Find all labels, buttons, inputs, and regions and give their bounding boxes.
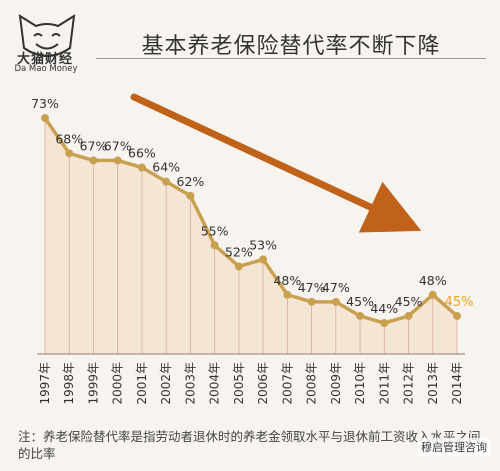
data-label: 45% bbox=[346, 294, 374, 309]
footnote: 注：养老保险替代率是指劳动者退休时的养老金领取水平与退休前工资收入水平之间的比率 bbox=[18, 429, 481, 461]
data-label: 67% bbox=[104, 138, 132, 153]
data-label: 53% bbox=[249, 237, 277, 252]
x-tick-label: 2006年 bbox=[256, 362, 270, 405]
data-label: 67% bbox=[80, 138, 108, 153]
x-tick-label: 2003年 bbox=[183, 362, 197, 405]
data-point bbox=[331, 297, 340, 306]
data-label: 64% bbox=[152, 160, 180, 175]
x-tick-label: 1999年 bbox=[86, 362, 100, 405]
data-point bbox=[210, 241, 219, 250]
logo-name-en: Da Mao Money bbox=[14, 64, 78, 74]
data-point bbox=[113, 156, 122, 165]
x-tick-label: 2012年 bbox=[402, 362, 416, 405]
x-tick-label: 2009年 bbox=[329, 362, 343, 405]
logo-name-cn: 大猫财经 bbox=[16, 52, 73, 67]
x-tick-label: 2001年 bbox=[135, 362, 149, 405]
x-tick-label: 2014年 bbox=[450, 362, 464, 405]
chart-title: 基本养老保险替代率不断下降 bbox=[141, 34, 441, 59]
data-point bbox=[453, 311, 461, 320]
data-label: 68% bbox=[55, 131, 83, 146]
x-tick-label: 1998年 bbox=[62, 362, 76, 405]
data-label: 44% bbox=[370, 301, 398, 316]
x-tick-label: 2007年 bbox=[280, 362, 294, 405]
data-point bbox=[428, 290, 437, 299]
logo-cat-face bbox=[18, 14, 76, 57]
x-tick-label: 2011年 bbox=[377, 362, 391, 405]
data-label: 48% bbox=[273, 273, 301, 288]
data-label: 47% bbox=[322, 280, 350, 295]
series-line bbox=[43, 117, 459, 325]
title-divider bbox=[96, 58, 486, 59]
data-point bbox=[234, 262, 243, 271]
data-label: 55% bbox=[201, 223, 229, 238]
data-label: 66% bbox=[128, 145, 156, 160]
x-tick-label: 2005年 bbox=[232, 362, 246, 405]
x-tick-label: 2004年 bbox=[208, 362, 222, 405]
data-point bbox=[404, 311, 413, 320]
trend-arrow bbox=[130, 93, 422, 233]
data-point bbox=[162, 177, 171, 186]
data-point bbox=[259, 255, 268, 264]
data-label: 73% bbox=[31, 96, 59, 111]
data-label: 52% bbox=[225, 244, 253, 259]
x-tick-label: 1997年 bbox=[38, 362, 52, 405]
x-tick-label: 2002年 bbox=[159, 362, 173, 405]
data-label: 62% bbox=[177, 174, 205, 189]
data-point bbox=[380, 319, 389, 328]
x-tick-label: 2010年 bbox=[353, 362, 367, 405]
x-tick-label: 2013年 bbox=[426, 362, 440, 405]
area-fill bbox=[45, 118, 457, 354]
data-point bbox=[356, 311, 365, 320]
watermark: 穆启管理咨询 bbox=[418, 438, 490, 456]
data-point bbox=[283, 290, 292, 299]
data-label: 45% bbox=[395, 294, 423, 309]
data-point bbox=[65, 149, 74, 158]
data-label: 45% bbox=[445, 295, 474, 310]
data-point bbox=[186, 191, 195, 200]
data-label: 48% bbox=[419, 273, 447, 288]
data-point bbox=[137, 163, 146, 172]
data-point bbox=[307, 297, 316, 306]
data-point bbox=[89, 156, 98, 165]
x-tick-label: 2008年 bbox=[305, 362, 319, 405]
data-label: 47% bbox=[298, 280, 326, 295]
x-tick-label: 2000年 bbox=[111, 362, 125, 405]
data-point bbox=[41, 114, 49, 122]
